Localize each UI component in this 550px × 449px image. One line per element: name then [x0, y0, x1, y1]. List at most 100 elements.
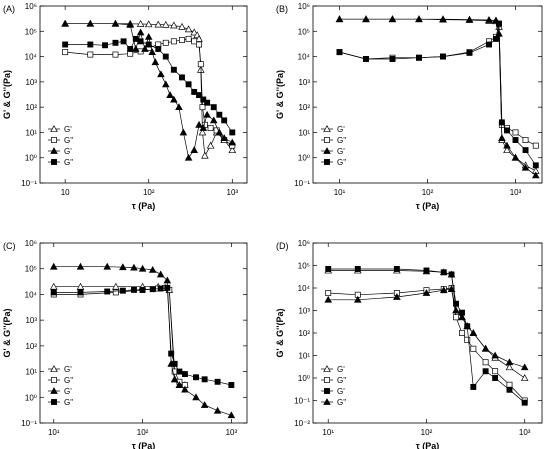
series-line: [328, 287, 525, 401]
legend-label: G'': [64, 376, 74, 385]
series-layer: [335, 15, 540, 179]
data-point: [362, 15, 370, 23]
data-point: [198, 128, 207, 136]
data-point: [137, 38, 144, 45]
data-point: [439, 286, 448, 294]
series-layer: [61, 19, 237, 161]
data-point: [531, 171, 540, 179]
data-point: [145, 41, 152, 48]
data-point: [512, 129, 519, 136]
legend-marker: [324, 137, 330, 143]
data-point: [520, 374, 529, 381]
x-tick-label: 10³: [510, 188, 522, 197]
legend-label: G': [337, 147, 345, 156]
data-point: [170, 66, 177, 73]
data-point: [210, 104, 217, 111]
y-tick-label: 10⁴: [298, 53, 311, 62]
legend-marker: [50, 365, 58, 372]
y-tick-label: 10⁴: [298, 284, 311, 293]
y-tick-label: 10⁵: [25, 27, 37, 36]
data-point: [193, 374, 199, 381]
data-point: [86, 19, 95, 27]
data-point: [195, 120, 203, 128]
data-point: [112, 51, 119, 58]
data-point: [216, 111, 223, 118]
legend-marker: [324, 377, 330, 383]
data-point: [170, 38, 177, 45]
y-tick-label: 10³: [298, 78, 310, 87]
data-point: [62, 41, 69, 48]
data-point: [458, 313, 466, 321]
data-point: [522, 147, 529, 154]
data-point: [228, 382, 235, 388]
data-point: [422, 289, 431, 296]
data-point: [179, 37, 185, 44]
series-line: [53, 286, 185, 386]
series-line: [53, 287, 232, 386]
data-point: [447, 285, 456, 292]
data-point: [440, 53, 446, 60]
x-axis-label: τ (Pa): [132, 201, 156, 211]
panel-a: 10⁻¹ 10⁰ 10¹ 10² 10³ 10⁴ 10⁵ 10⁶ 10 10² 10³ (A) τ (P…: [2, 2, 248, 211]
data-point: [139, 286, 146, 293]
data-point: [452, 306, 460, 314]
data-point: [144, 32, 153, 40]
panel-label: (D): [276, 241, 289, 251]
legend-label: G': [64, 387, 72, 396]
x-axis-label: τ (Pa): [416, 201, 440, 211]
data-point: [141, 45, 149, 52]
data-point: [102, 42, 108, 49]
data-point: [492, 368, 499, 375]
data-point: [144, 20, 153, 28]
data-point: [156, 270, 165, 278]
data-point: [155, 46, 162, 52]
data-point: [61, 19, 69, 27]
data-point: [325, 290, 332, 296]
legend-label: G': [64, 365, 72, 374]
data-point: [166, 91, 174, 98]
data-point: [511, 153, 520, 161]
panel-c: 10⁻¹ 10⁰ 10¹ 10² 10³ 10⁴ 10⁵ 10⁶ 10¹ 10² 10³ (C) τ (…: [2, 239, 248, 449]
panel-b: 10⁻¹ 10⁰ 10¹ 10² 10³ 10⁴ 10⁵ 10⁶ 10¹ 10² 10³ (B) τ (…: [275, 2, 543, 211]
series-layer: [49, 262, 236, 419]
data-point: [363, 56, 369, 62]
legend-label: G': [337, 125, 345, 134]
x-tick-label: 10³: [519, 428, 531, 437]
data-point: [196, 92, 202, 99]
data-point: [228, 146, 237, 154]
y-tick-label: 10⁶: [298, 239, 310, 248]
data-point: [521, 399, 528, 406]
data-point: [119, 263, 127, 271]
data-point: [207, 125, 214, 131]
data-point: [215, 128, 224, 136]
data-point: [200, 401, 209, 408]
data-point: [482, 368, 489, 375]
y-tick-label: 10⁵: [25, 265, 37, 274]
data-point: [151, 58, 160, 66]
data-point: [393, 266, 400, 272]
data-point: [148, 265, 157, 273]
data-point: [325, 266, 332, 272]
data-point: [197, 61, 204, 68]
data-point: [190, 28, 198, 36]
x-tick-label: 10²: [422, 188, 434, 197]
data-point: [481, 344, 490, 352]
y-tick-label: 10⁵: [298, 262, 310, 271]
y-tick-label: 10³: [298, 307, 310, 316]
data-point: [503, 141, 511, 149]
data-point: [393, 293, 401, 300]
data-point: [190, 146, 198, 154]
data-point: [161, 80, 170, 88]
series-line: [328, 288, 525, 368]
data-point: [415, 15, 423, 23]
data-point: [504, 127, 510, 134]
data-point: [49, 262, 58, 270]
data-point: [192, 393, 200, 401]
y-axis-label: G' & G''(Pa): [2, 309, 12, 358]
data-point: [532, 142, 539, 149]
data-point: [175, 103, 183, 111]
data-point: [453, 300, 459, 307]
x-tick-label: 10¹: [48, 428, 60, 437]
legend-label: G'': [337, 158, 347, 167]
y-axis-label: G' & G''(Pa): [275, 70, 285, 119]
